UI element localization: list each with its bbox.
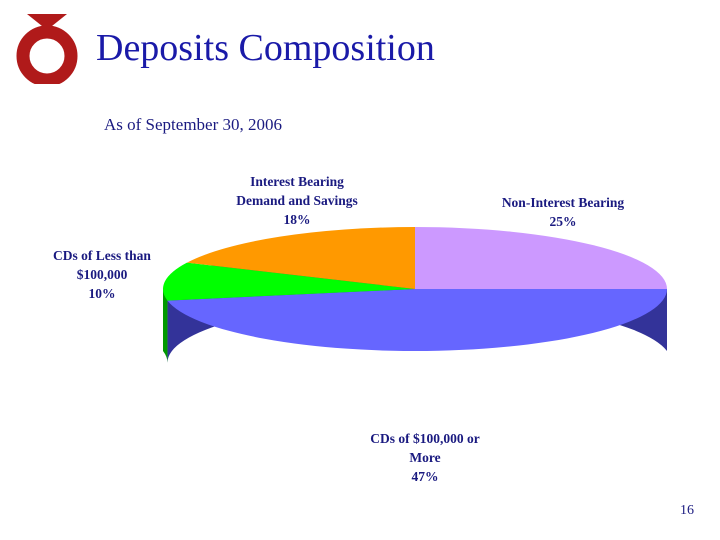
pie-slice-cds-of-less-than-100-000 <box>162 262 415 301</box>
pie-slice-cds-of-100-000-or-more <box>167 289 667 352</box>
page-subtitle: As of September 30, 2006 <box>104 115 283 134</box>
label-interest-bearing-demand-savings: Interest Bearing Demand and Savings 18% <box>236 174 358 227</box>
label-cds-100k-or-more: CDs of $100,000 or More 47% <box>370 431 480 484</box>
pie-slice-interest-bearing-demand-and-savings <box>186 226 415 289</box>
page-number: 16 <box>680 503 694 518</box>
label-non-interest-bearing: Non-Interest Bearing 25% <box>501 195 625 229</box>
logo-icon <box>16 14 78 84</box>
label-cds-less-than-100k: CDs of Less than $100,000 10% <box>53 248 151 301</box>
pie-slice-non-interest-bearing <box>415 227 667 289</box>
page-title: Deposits Composition <box>96 27 435 69</box>
pie-side-cds-of-less-than-100-000 <box>163 289 168 363</box>
